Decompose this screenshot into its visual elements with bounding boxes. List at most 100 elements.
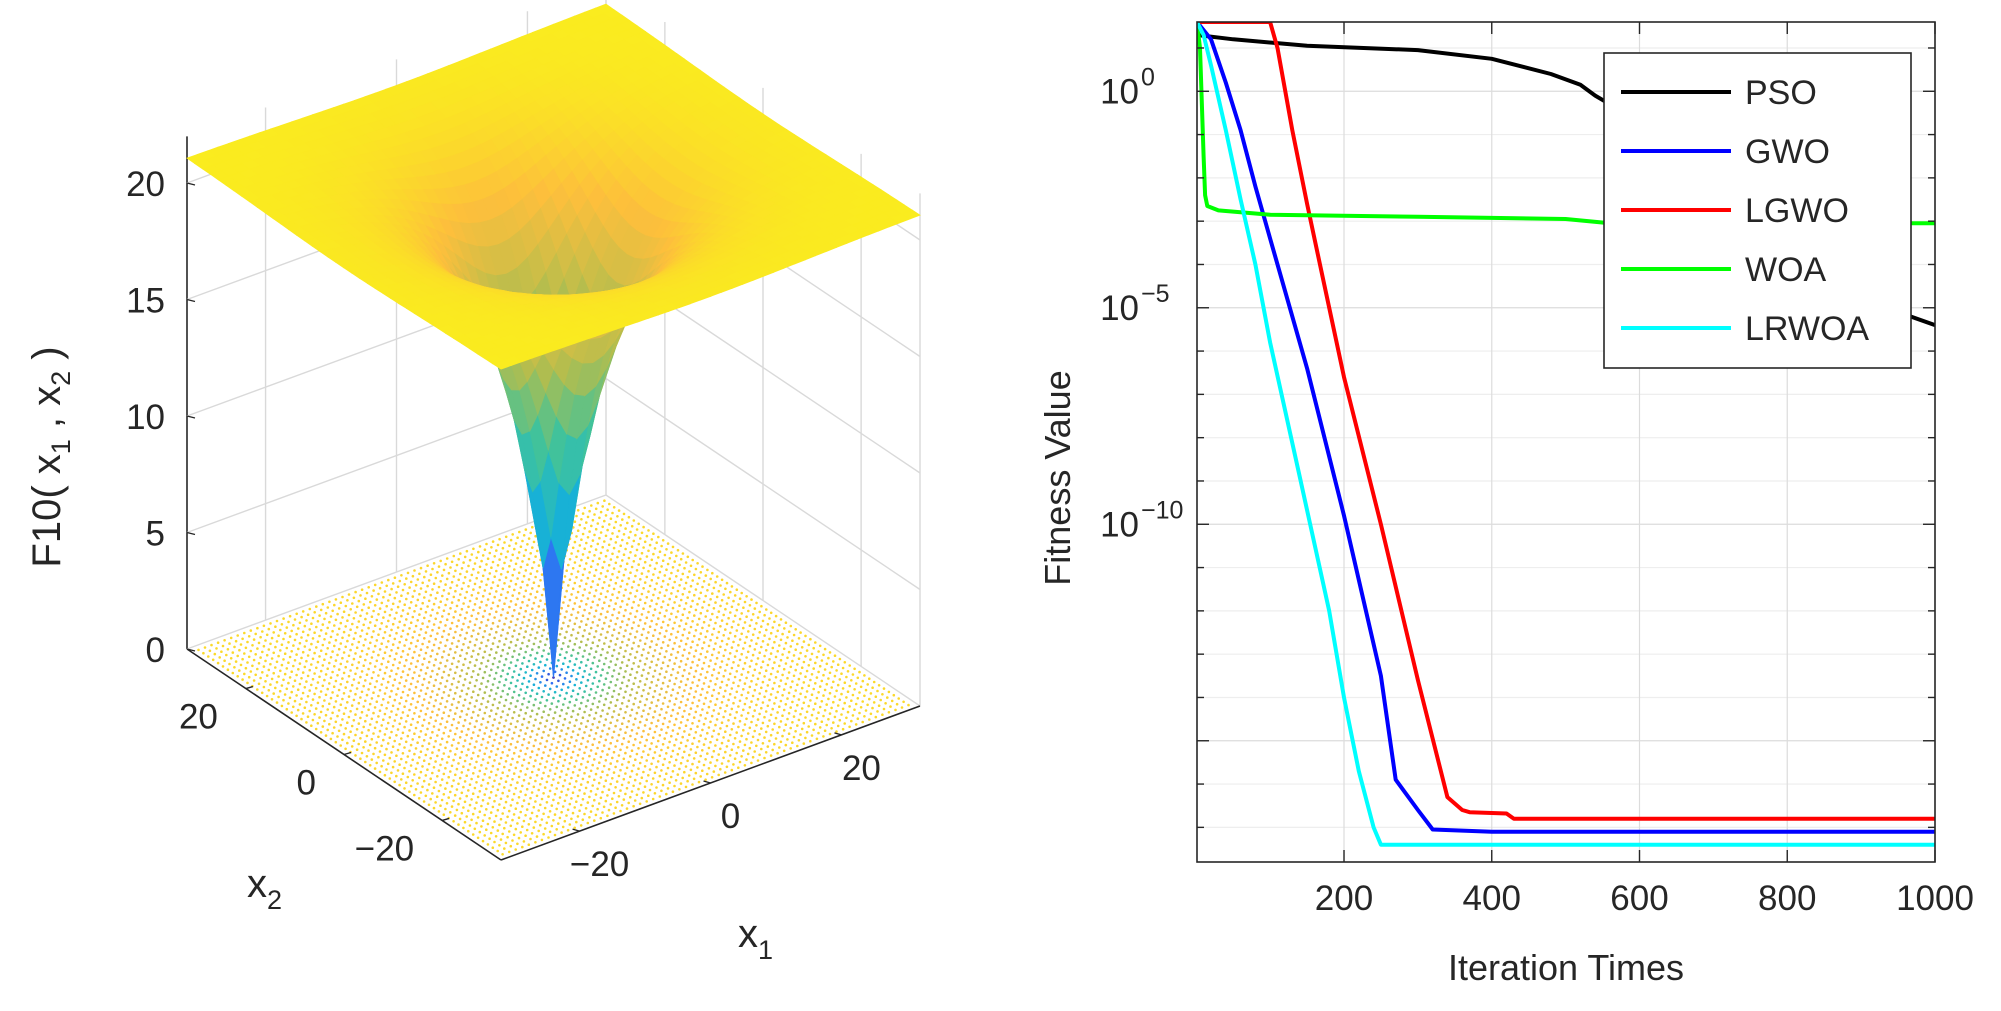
contour-dot: [499, 756, 503, 760]
contour-dot: [758, 733, 761, 736]
contour-dot: [768, 698, 771, 702]
contour-dot: [288, 655, 292, 659]
contour-dot: [724, 628, 727, 631]
contour-dot: [701, 769, 704, 772]
contour-dot: [796, 683, 799, 687]
contour-dot: [293, 679, 297, 682]
contour-dot: [501, 608, 505, 611]
contour-dot: [660, 769, 663, 772]
contour-dot: [319, 608, 323, 612]
contour-dot: [398, 579, 402, 583]
contour-dot: [527, 537, 531, 540]
contour-dot: [851, 714, 855, 717]
contour-dot: [686, 759, 689, 763]
contour-dot: [604, 677, 608, 680]
contour-dot: [745, 635, 748, 639]
contour-dot: [342, 732, 346, 736]
contour-dot: [411, 717, 415, 721]
contour-dot: [786, 738, 789, 741]
contour-dot: [568, 578, 572, 581]
contour-dot: [452, 554, 456, 558]
contour-dot: [711, 633, 714, 636]
contour-dot: [404, 699, 408, 703]
contour-dot: [485, 767, 488, 770]
contour-dot: [316, 660, 320, 664]
contour-dot: [208, 649, 212, 653]
contour-dot: [496, 747, 500, 751]
contour-dot: [462, 622, 465, 626]
contour-dot: [262, 624, 266, 628]
contour-dot: [691, 640, 694, 643]
contour-dot: [652, 634, 655, 637]
contour-dot: [468, 558, 472, 562]
contour-dot: [405, 658, 408, 662]
contour-dot: [601, 790, 604, 794]
contour-dot: [516, 740, 519, 744]
contour-dot: [688, 692, 691, 696]
contour-dot: [702, 702, 706, 706]
contour-dot: [724, 710, 727, 713]
contour-dot: [544, 725, 547, 728]
contour-dot: [586, 740, 590, 743]
contour-dot: [666, 562, 670, 566]
contour-dot: [823, 688, 827, 692]
contour-dot: [488, 755, 491, 759]
contour-dot: [378, 648, 382, 651]
contour-dot: [603, 499, 606, 503]
contour-dot: [375, 761, 379, 765]
contour-dot: [570, 674, 573, 678]
contour-dot: [431, 690, 434, 693]
contour-dot: [395, 591, 398, 594]
contour-dot: [722, 674, 725, 678]
contour-dot: [728, 713, 732, 716]
contour-dot: [699, 713, 702, 717]
contour-dot: [584, 684, 588, 688]
contour-dot: [390, 730, 393, 734]
contour-dot: [504, 841, 508, 845]
contour-dot: [712, 729, 716, 733]
contour-dot: [279, 669, 282, 673]
contour-dot: [537, 584, 541, 588]
contour-dot: [527, 639, 531, 642]
contour-dot: [542, 628, 545, 632]
contour-dot: [337, 607, 341, 610]
contour-dot: [566, 726, 570, 730]
contour-dot: [576, 815, 580, 818]
contour-dot: [784, 621, 788, 624]
contour-dot: [560, 729, 563, 732]
contour-dot: [305, 721, 308, 724]
contour-dot: [588, 612, 591, 615]
contour-dot: [247, 655, 251, 659]
contour-dot: [627, 720, 630, 723]
contour-dot: [575, 535, 578, 538]
contour-dot: [706, 629, 709, 633]
contour-dot: [416, 782, 419, 785]
contour-dot: [332, 685, 336, 688]
contour-dot: [783, 627, 786, 630]
contour-dot: [243, 672, 246, 676]
contour-dot: [357, 640, 361, 644]
contour-dot: [508, 728, 511, 731]
contour-dot: [539, 783, 542, 786]
contour-dot: [416, 721, 420, 724]
contour-dot: [300, 615, 303, 619]
contour-dot: [529, 613, 532, 616]
contour-dot: [396, 728, 400, 731]
contour-dot: [439, 743, 442, 746]
contour-dot: [602, 744, 606, 747]
contour-dot: [203, 646, 207, 649]
contour-dot: [388, 695, 392, 699]
contour-dot: [421, 744, 424, 748]
contour-dot: [547, 672, 550, 676]
contour-dot: [810, 652, 814, 656]
contour-dot: [786, 697, 789, 700]
contour-dot: [364, 699, 367, 703]
contour-dot: [236, 654, 239, 658]
contour-dot: [617, 550, 621, 553]
contour-dot: [560, 668, 563, 671]
contour-dot: [629, 795, 632, 799]
contour-dot: [537, 686, 541, 690]
contour-dot: [467, 789, 470, 792]
contour-dot: [571, 771, 575, 774]
contour-dot: [598, 618, 601, 622]
